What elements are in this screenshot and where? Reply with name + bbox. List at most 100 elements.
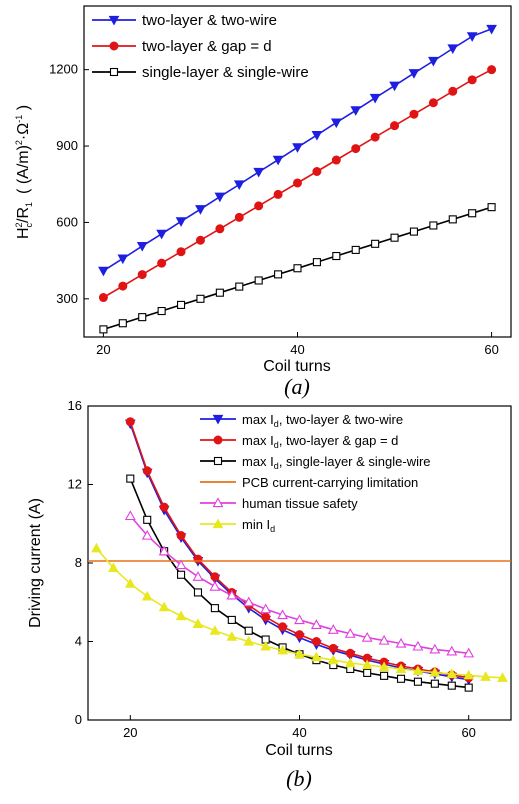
data-point xyxy=(487,203,496,212)
data-point xyxy=(260,640,272,651)
data-point xyxy=(413,677,422,686)
data-point xyxy=(429,643,441,654)
data-point xyxy=(361,659,373,670)
data-point xyxy=(331,155,341,165)
data-point xyxy=(293,264,302,273)
data-point xyxy=(141,590,153,601)
legend-label: max Id, two-layer & two-wire xyxy=(242,412,403,429)
data-point xyxy=(330,118,342,129)
legend-swatch-marker xyxy=(213,435,223,445)
data-point xyxy=(351,144,361,154)
data-point xyxy=(175,559,187,570)
data-point xyxy=(395,663,407,674)
data-point xyxy=(429,666,441,677)
data-point xyxy=(210,572,220,582)
data-point xyxy=(371,239,380,248)
data-point xyxy=(464,683,473,692)
data-point xyxy=(176,531,186,541)
data-point xyxy=(311,637,321,646)
data-point xyxy=(363,668,372,677)
data-point xyxy=(226,589,238,600)
data-point xyxy=(344,657,356,668)
data-point xyxy=(350,106,362,116)
data-point xyxy=(156,229,167,240)
data-point xyxy=(136,242,148,252)
legend-label: max Id, single-layer & single-wire xyxy=(242,454,431,471)
data-point xyxy=(117,254,129,265)
data-point xyxy=(157,306,166,316)
data-point xyxy=(235,282,244,291)
data-point xyxy=(467,75,477,85)
data-point xyxy=(428,98,438,108)
data-point xyxy=(244,626,253,635)
series-5 xyxy=(91,542,508,682)
x-tick-label: 40 xyxy=(290,342,304,357)
series-1 xyxy=(125,417,474,683)
data-point xyxy=(125,417,135,427)
series-line xyxy=(95,547,503,679)
panel-b: 20 40 60 0 4 8 12 16 max Id, two-layer & two-wi… xyxy=(27,398,512,791)
data-point xyxy=(380,671,389,680)
x-tick-label: 20 xyxy=(123,725,137,740)
series-0 xyxy=(98,24,497,277)
legend-item: max Id, two-layer & two-wire xyxy=(200,412,403,429)
y-tick-label: 600 xyxy=(56,214,78,229)
data-point xyxy=(215,288,224,297)
data-point xyxy=(370,132,380,142)
y-axis-label-b: Driving current (A) xyxy=(27,498,44,628)
legend-item: human tissue safety xyxy=(200,496,358,511)
data-point xyxy=(192,618,204,628)
data-point xyxy=(273,189,283,199)
x-tick-label: 60 xyxy=(461,725,475,740)
data-point xyxy=(463,647,475,658)
y-tick-label: 1200 xyxy=(49,62,78,77)
legend-swatch-marker xyxy=(109,41,119,51)
data-point xyxy=(175,610,187,621)
data-point xyxy=(91,542,102,553)
data-point xyxy=(158,601,170,612)
data-point xyxy=(176,300,186,309)
legend-label: two-layer & two-wire xyxy=(142,12,277,29)
data-point xyxy=(447,681,456,690)
data-point xyxy=(143,515,152,524)
data-point xyxy=(193,554,203,564)
data-point xyxy=(233,180,245,191)
data-point xyxy=(215,224,225,234)
data-point xyxy=(293,178,302,188)
data-point xyxy=(142,466,152,476)
legend-item: max Id, two-layer & gap = d xyxy=(200,433,398,450)
data-point xyxy=(447,44,459,55)
data-point xyxy=(345,648,355,658)
data-point xyxy=(108,562,119,573)
data-point xyxy=(274,270,283,279)
data-point xyxy=(412,640,424,651)
data-point xyxy=(176,247,186,257)
legend-swatch-marker xyxy=(213,456,223,466)
data-point xyxy=(448,86,458,96)
legend-label: min Id xyxy=(242,517,275,534)
data-point xyxy=(177,570,186,579)
data-point xyxy=(141,529,153,540)
plot-frame-a xyxy=(83,5,512,338)
data-point xyxy=(253,167,265,178)
legend-label: single-layer & single-wire xyxy=(142,64,309,81)
legend-swatch-marker xyxy=(109,67,119,77)
data-point xyxy=(243,635,255,646)
data-point xyxy=(312,167,322,176)
data-point xyxy=(428,56,439,67)
data-point xyxy=(466,32,478,42)
data-point xyxy=(408,69,420,79)
data-point xyxy=(195,235,205,245)
y-tick-label: 300 xyxy=(56,291,78,306)
legend-item: two-layer & two-wire xyxy=(92,12,277,29)
data-point xyxy=(311,651,322,662)
data-point xyxy=(157,258,167,268)
x-tick-label: 20 xyxy=(96,342,110,357)
legend-swatch-marker xyxy=(108,15,120,26)
legend-swatch-marker xyxy=(212,414,224,425)
data-point xyxy=(294,614,305,625)
data-point xyxy=(312,258,321,267)
data-point xyxy=(261,612,271,622)
y-tick-label: 8 xyxy=(75,555,82,570)
data-point xyxy=(390,233,399,242)
